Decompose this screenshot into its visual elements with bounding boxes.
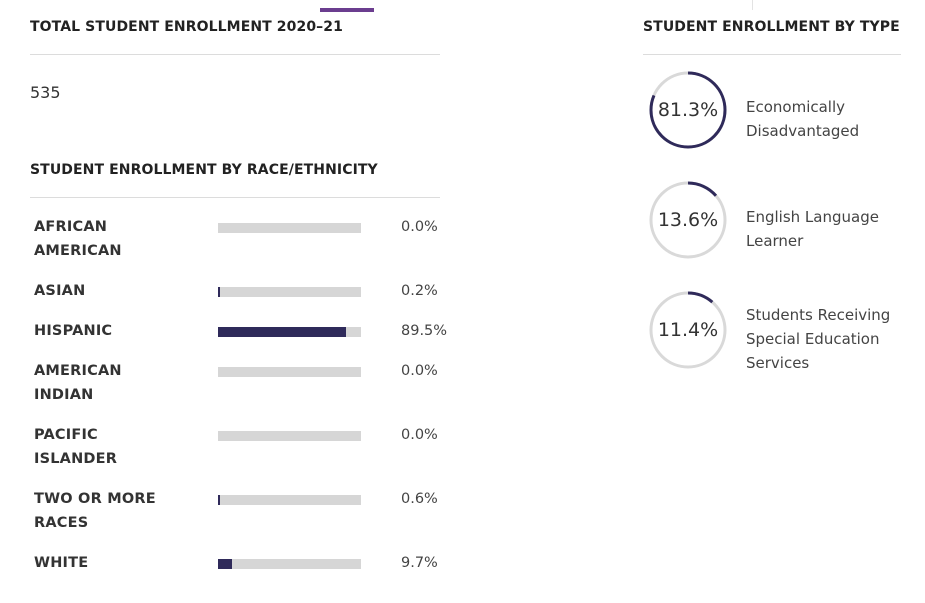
divider [30,54,440,55]
race-bar-fill [218,287,220,297]
active-tab-indicator [320,8,374,12]
race-bar-track [218,287,361,297]
race-bar-track [218,223,361,233]
type-percent: 11.4% [657,319,719,341]
race-bar-fill [218,327,346,337]
race-percent: 89.5% [401,323,448,339]
progress-ring [649,71,727,149]
race-percent: 0.0% [401,427,438,443]
type-percent: 81.3% [657,99,719,121]
race-percent: 0.0% [401,363,438,379]
type-label: English Language Learner [746,208,879,250]
type-label: Economically Disadvantaged [746,98,860,140]
race-percent: 0.0% [401,219,438,235]
race-label: ASIAN [34,283,86,299]
race-percent: 0.6% [401,491,438,507]
race-label: AMERICAN INDIAN [34,363,122,403]
race-label: HISPANIC [34,323,113,339]
race-bar-track [218,367,361,377]
race-bar-track [218,559,361,569]
race-percent: 0.2% [401,283,438,299]
race-label: AFRICAN AMERICAN [34,219,122,259]
total-enrollment-title: TOTAL STUDENT ENROLLMENT 2020–21 [30,19,343,35]
race-bar-fill [218,559,232,569]
total-enrollment-value: 535 [30,83,61,102]
progress-ring [649,181,727,259]
type-label: Students Receiving Special Education Ser… [746,306,891,372]
race-label: WHITE [34,555,89,571]
race-bar-track [218,431,361,441]
enrollment-type-title: STUDENT ENROLLMENT BY TYPE [643,19,900,35]
race-bar-fill [218,495,220,505]
progress-ring [649,291,727,369]
divider [30,197,440,198]
race-label: PACIFIC ISLANDER [34,427,118,467]
race-bar-track [218,495,361,505]
column-divider [752,0,753,10]
race-ethnicity-title: STUDENT ENROLLMENT BY RACE/ETHNICITY [30,162,378,178]
divider [643,54,901,55]
race-bar-track [218,327,361,337]
type-percent: 13.6% [657,209,719,231]
race-label: TWO OR MORE RACES [34,491,156,531]
race-percent: 9.7% [401,555,438,571]
